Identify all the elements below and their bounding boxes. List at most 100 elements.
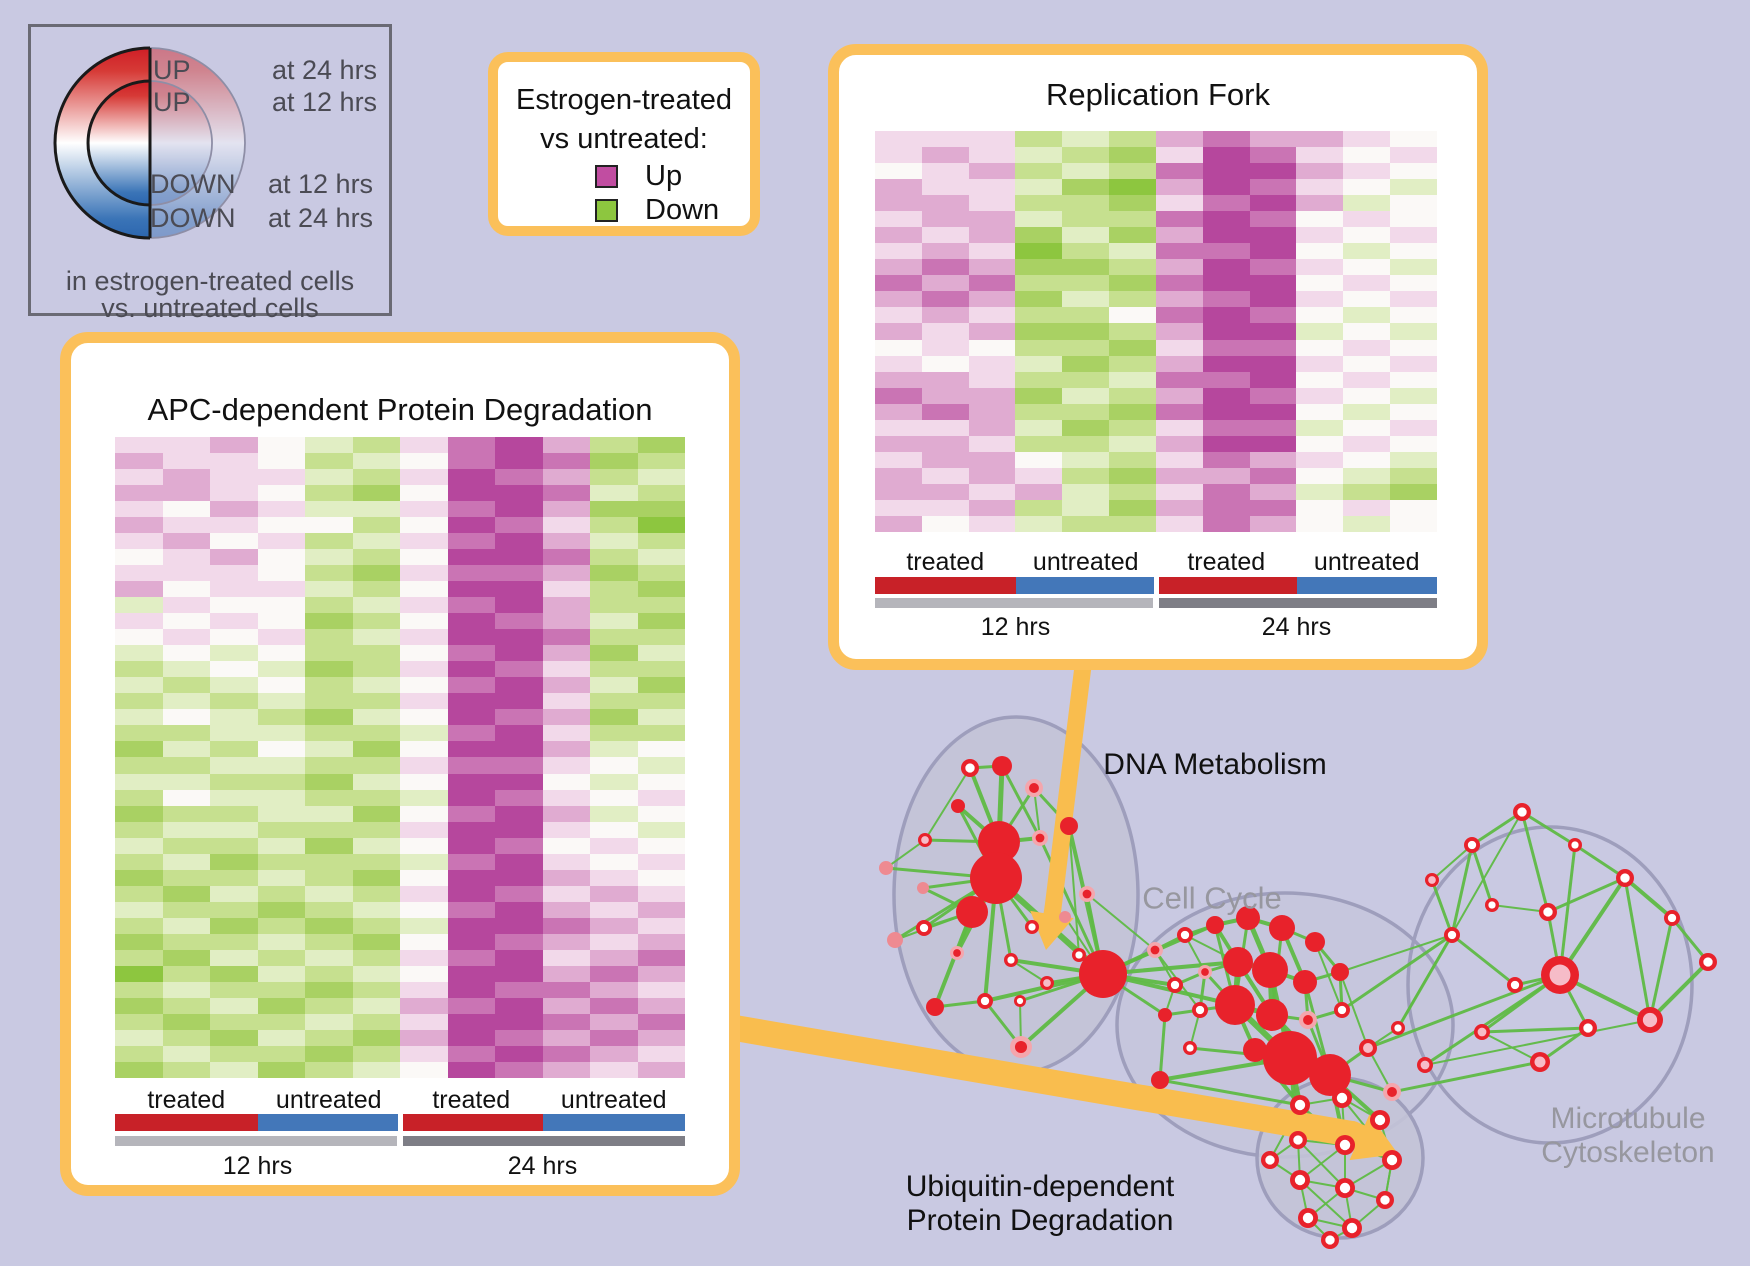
network-node: [879, 861, 893, 875]
network-node: [1059, 911, 1071, 923]
replication-fork-to-network-shaft2: [1043, 899, 1062, 923]
network-edge: [1430, 879, 1454, 936]
network-node: [917, 882, 929, 894]
network-edge: [1339, 971, 1369, 1049]
network-edge: [1339, 934, 1453, 973]
network-edge: [1574, 843, 1626, 880]
network-edge: [1491, 904, 1549, 913]
ring-legend-footer-line2: vs. untreated cells: [101, 293, 319, 323]
network-node: [970, 852, 1022, 904]
network-node: [1151, 1071, 1169, 1089]
up-24-dir-label: UP: [153, 55, 191, 85]
group-label: untreated: [1313, 548, 1420, 576]
network-edge: [1431, 844, 1473, 881]
group-label: treated: [906, 548, 985, 576]
network-node: [1252, 952, 1288, 988]
network-node: [951, 799, 965, 813]
estrogen-legend-box: [488, 52, 760, 236]
down-legend-label: Down: [645, 194, 720, 226]
network-node: [1331, 963, 1349, 981]
network-edge: [1481, 1026, 1589, 1034]
up-12-dir-label: UP: [153, 87, 191, 117]
network-node: [1215, 985, 1255, 1025]
network-edge: [924, 767, 971, 841]
network-node: [926, 998, 944, 1016]
network-edge: [1158, 1014, 1167, 1081]
group-label: treated: [1187, 548, 1266, 576]
network-edge: [1450, 844, 1474, 936]
network-node: [1256, 999, 1288, 1031]
microtubule-ellipse: [1406, 825, 1694, 1145]
apc-untreated-bar: [542, 1114, 685, 1131]
network-node: [1269, 915, 1295, 941]
network-edge: [1623, 876, 1674, 920]
network-edge: [1558, 876, 1627, 977]
network-edge: [1341, 933, 1453, 1012]
network-edge: [885, 839, 926, 869]
network-node: [1079, 950, 1127, 998]
group-label: treated: [147, 1086, 226, 1114]
apc-treated-bar: [115, 1114, 258, 1131]
network-edge: [1521, 810, 1576, 847]
estrogen-legend-title-line1: Estrogen-treated: [515, 84, 733, 116]
network-node: [1305, 932, 1325, 952]
updown-gradient-rings-icon: [53, 46, 246, 240]
network-node: [1223, 947, 1253, 977]
network-node: [887, 932, 903, 948]
apc-to-ubiquitin-arrowhead-icon: [1349, 1114, 1398, 1161]
apc-time-label: 24 hrs: [507, 1152, 578, 1180]
network-edge: [1470, 844, 1494, 906]
group-label: untreated: [1032, 548, 1139, 576]
group-label: treated: [432, 1086, 511, 1114]
down-24-time-label: at 24 hrs: [268, 203, 374, 233]
down-24-dir-label: DOWN: [150, 203, 236, 233]
replication-fork-to-network-shaft: [1044, 641, 1094, 917]
network-node: [1293, 970, 1317, 994]
network-node: [1206, 916, 1224, 934]
replication-fork-title: Replication Fork: [1046, 77, 1270, 112]
network-edge: [1481, 1031, 1541, 1063]
network-edge: [1314, 941, 1343, 1011]
up-24-time-label: at 24 hrs: [272, 55, 378, 85]
rf-time-label: 12 hrs: [980, 613, 1051, 641]
apc-group-labels: treated untreated treated untreated: [115, 1086, 685, 1115]
network-edge: [1424, 1019, 1651, 1066]
updown-ring-legend-box: [28, 24, 392, 316]
network-edge: [1297, 1139, 1346, 1189]
network-edge: [1000, 765, 1042, 839]
apc-24hrs-bar: [403, 1136, 685, 1146]
network-edge: [1367, 973, 1561, 1050]
group-label: untreated: [560, 1086, 667, 1114]
network-edge: [1558, 844, 1577, 976]
apc-time-label: 12 hrs: [222, 1152, 293, 1180]
rf-untreated-bar: [1296, 577, 1437, 594]
network-node: [978, 821, 1020, 863]
network-node: [1060, 817, 1078, 835]
microtubule-cytoskeleton-label: Microtubule Cytoskeleton: [1541, 1102, 1715, 1169]
network-node: [1263, 1031, 1317, 1085]
down-12-dir-label: DOWN: [150, 169, 236, 199]
apc-to-ubiquitin-shaft: [722, 1015, 1365, 1147]
up-12-time-label: at 12 hrs: [272, 87, 378, 117]
network-node: [1243, 1038, 1267, 1062]
apc-panel-title: APC-dependent Protein Degradation: [147, 392, 653, 427]
network-node: [956, 896, 988, 928]
network-node: [1309, 1054, 1351, 1096]
network-node: [1158, 1008, 1172, 1022]
rf-group-labels: treated untreated treated untreated: [875, 548, 1437, 577]
ubiquitin-protein-degradation-label: Ubiquitin-dependent Protein Degradation: [905, 1170, 1175, 1237]
network-edge: [1010, 959, 1048, 984]
network-edge: [1471, 810, 1523, 847]
network-edge: [1086, 893, 1156, 951]
apc-treated-bar: [402, 1114, 543, 1131]
up-color-swatch: [595, 165, 618, 188]
up-legend-label: Up: [645, 160, 683, 192]
down-12-time-label: at 12 hrs: [268, 169, 374, 199]
group-label: untreated: [275, 1086, 382, 1114]
network-edge: [1299, 1179, 1353, 1229]
rf-24hrs-bar: [1159, 598, 1437, 608]
network-edge: [1068, 825, 1080, 956]
down-color-swatch: [595, 199, 618, 222]
